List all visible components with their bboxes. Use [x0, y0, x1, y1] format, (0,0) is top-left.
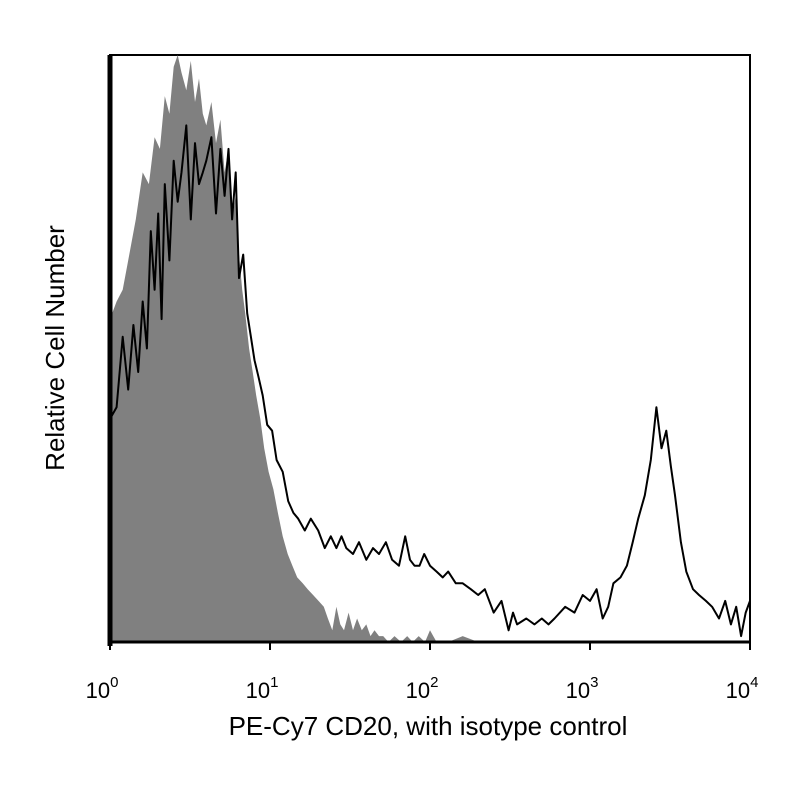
y-axis-title: Relative Cell Number — [40, 225, 70, 471]
cd20-histogram-line — [109, 124, 751, 638]
x-tick-label: 101 — [246, 674, 279, 703]
plot-area — [107, 54, 751, 646]
x-tick-label: 102 — [406, 674, 439, 703]
x-axis-ticks: 100 101 102 103 104 — [86, 642, 759, 703]
x-tick-label: 104 — [726, 674, 759, 703]
x-tick-label: 103 — [566, 674, 599, 703]
x-tick-label: 100 — [86, 674, 119, 703]
isotype-control-histogram — [110, 55, 750, 642]
x-axis-title: PE-Cy7 CD20, with isotype control — [229, 711, 628, 741]
